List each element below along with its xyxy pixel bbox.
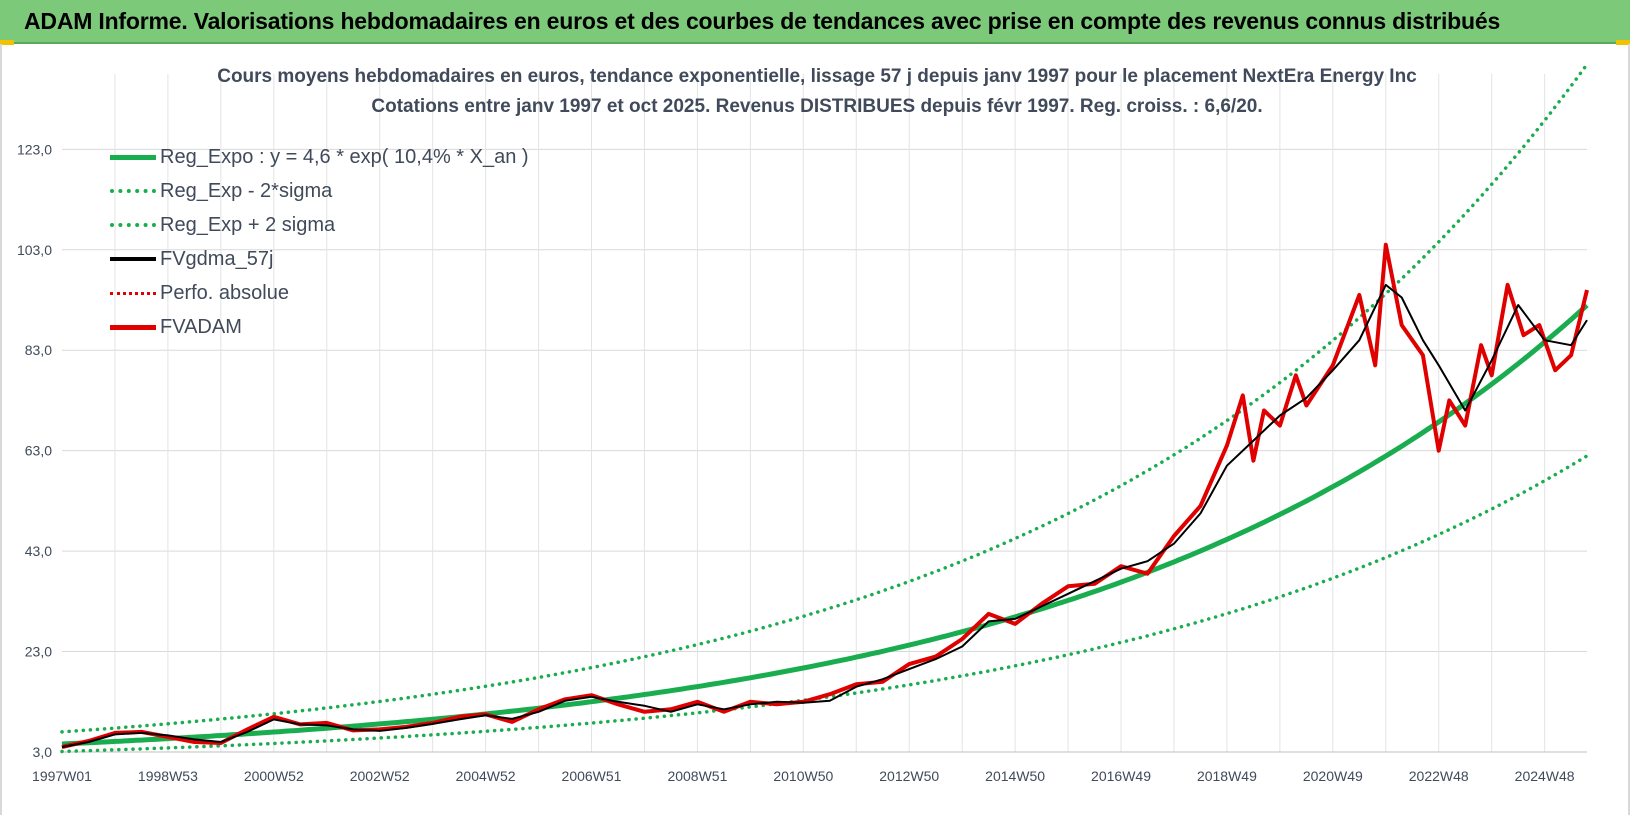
legend-swatch: [110, 189, 156, 193]
x-tick-label: 1998W53: [138, 768, 198, 784]
legend-item-fvadam: FVADAM: [110, 316, 530, 354]
corner-marker-left: [0, 40, 14, 45]
x-tick-label: 2000W52: [244, 768, 304, 784]
x-tick-label: 2006W51: [562, 768, 622, 784]
y-tick-label: 23,0: [25, 644, 52, 660]
x-tick-label: 2024W48: [1515, 768, 1575, 784]
chart-frame: 3,0 23,0 43,0 63,0 83,0 103,0 123,0 1997W01 1998…: [0, 44, 1630, 815]
legend-label: Reg_Expo : y = 4,6 * exp( 10,4% * X_an ): [160, 146, 529, 168]
legend-label: Perfo. absolue: [160, 282, 289, 304]
legend-item-perfo: Perfo. absolue: [110, 282, 530, 320]
y-tick-label: 63,0: [25, 443, 52, 459]
legend-label: FVADAM: [160, 316, 242, 338]
legend-item-fvgdma: FVgdma_57j: [110, 248, 530, 286]
x-tick-label: 2020W49: [1303, 768, 1363, 784]
chart-subtitle: Cotations entre janv 1997 et oct 2025. R…: [371, 96, 1263, 117]
y-tick-label: 3,0: [33, 744, 53, 760]
header-bar: ADAM Informe. Valorisations hebdomadaire…: [0, 0, 1630, 44]
x-tick-label: 2012W50: [879, 768, 939, 784]
legend-label: FVgdma_57j: [160, 248, 274, 270]
legend-swatch: [110, 292, 156, 295]
x-tick-label: 2002W52: [350, 768, 410, 784]
legend-item-reg-expo: Reg_Expo : y = 4,6 * exp( 10,4% * X_an ): [110, 146, 530, 184]
legend: Reg_Expo : y = 4,6 * exp( 10,4% * X_an )…: [110, 146, 530, 354]
series-fvgdma-57j: [61, 283, 1588, 748]
series-reg-minus-2sigma: [60, 454, 1589, 754]
legend-label: Reg_Exp - 2*sigma: [160, 180, 333, 202]
x-tick-label: 2018W49: [1197, 768, 1257, 784]
legend-swatch: [110, 325, 156, 330]
x-tick-label: 2014W50: [985, 768, 1045, 784]
legend-swatch: [110, 257, 156, 261]
chart-svg: 3,0 23,0 43,0 63,0 83,0 103,0 123,0 1997W01 1998…: [17, 62, 1589, 784]
legend-swatch: [110, 223, 156, 227]
legend-label: Reg_Exp + 2 sigma: [160, 214, 336, 236]
x-tick-label: 1997W01: [32, 768, 92, 784]
y-tick-label: 123,0: [17, 141, 52, 157]
legend-item-reg-plus: Reg_Exp + 2 sigma: [110, 214, 530, 252]
y-tick-label: 103,0: [17, 242, 52, 258]
page-title: ADAM Informe. Valorisations hebdomadaire…: [24, 8, 1501, 34]
x-tick-label: 2022W48: [1409, 768, 1469, 784]
x-tick-label: 2016W49: [1091, 768, 1151, 784]
x-tick-label: 2008W51: [667, 768, 727, 784]
chart-title: Cours moyens hebdomadaires en euros, ten…: [217, 66, 1417, 87]
y-tick-label: 83,0: [25, 342, 52, 358]
legend-item-reg-minus: Reg_Exp - 2*sigma: [110, 180, 530, 218]
legend-swatch: [110, 155, 156, 160]
y-tick-label: 43,0: [25, 543, 52, 559]
x-tick-label: 2004W52: [456, 768, 516, 784]
corner-marker-right: [1616, 40, 1630, 45]
series-reg-plus-2sigma: [60, 62, 1589, 734]
x-tick-label: 2010W50: [773, 768, 833, 784]
series-reg-expo: [61, 303, 1589, 747]
